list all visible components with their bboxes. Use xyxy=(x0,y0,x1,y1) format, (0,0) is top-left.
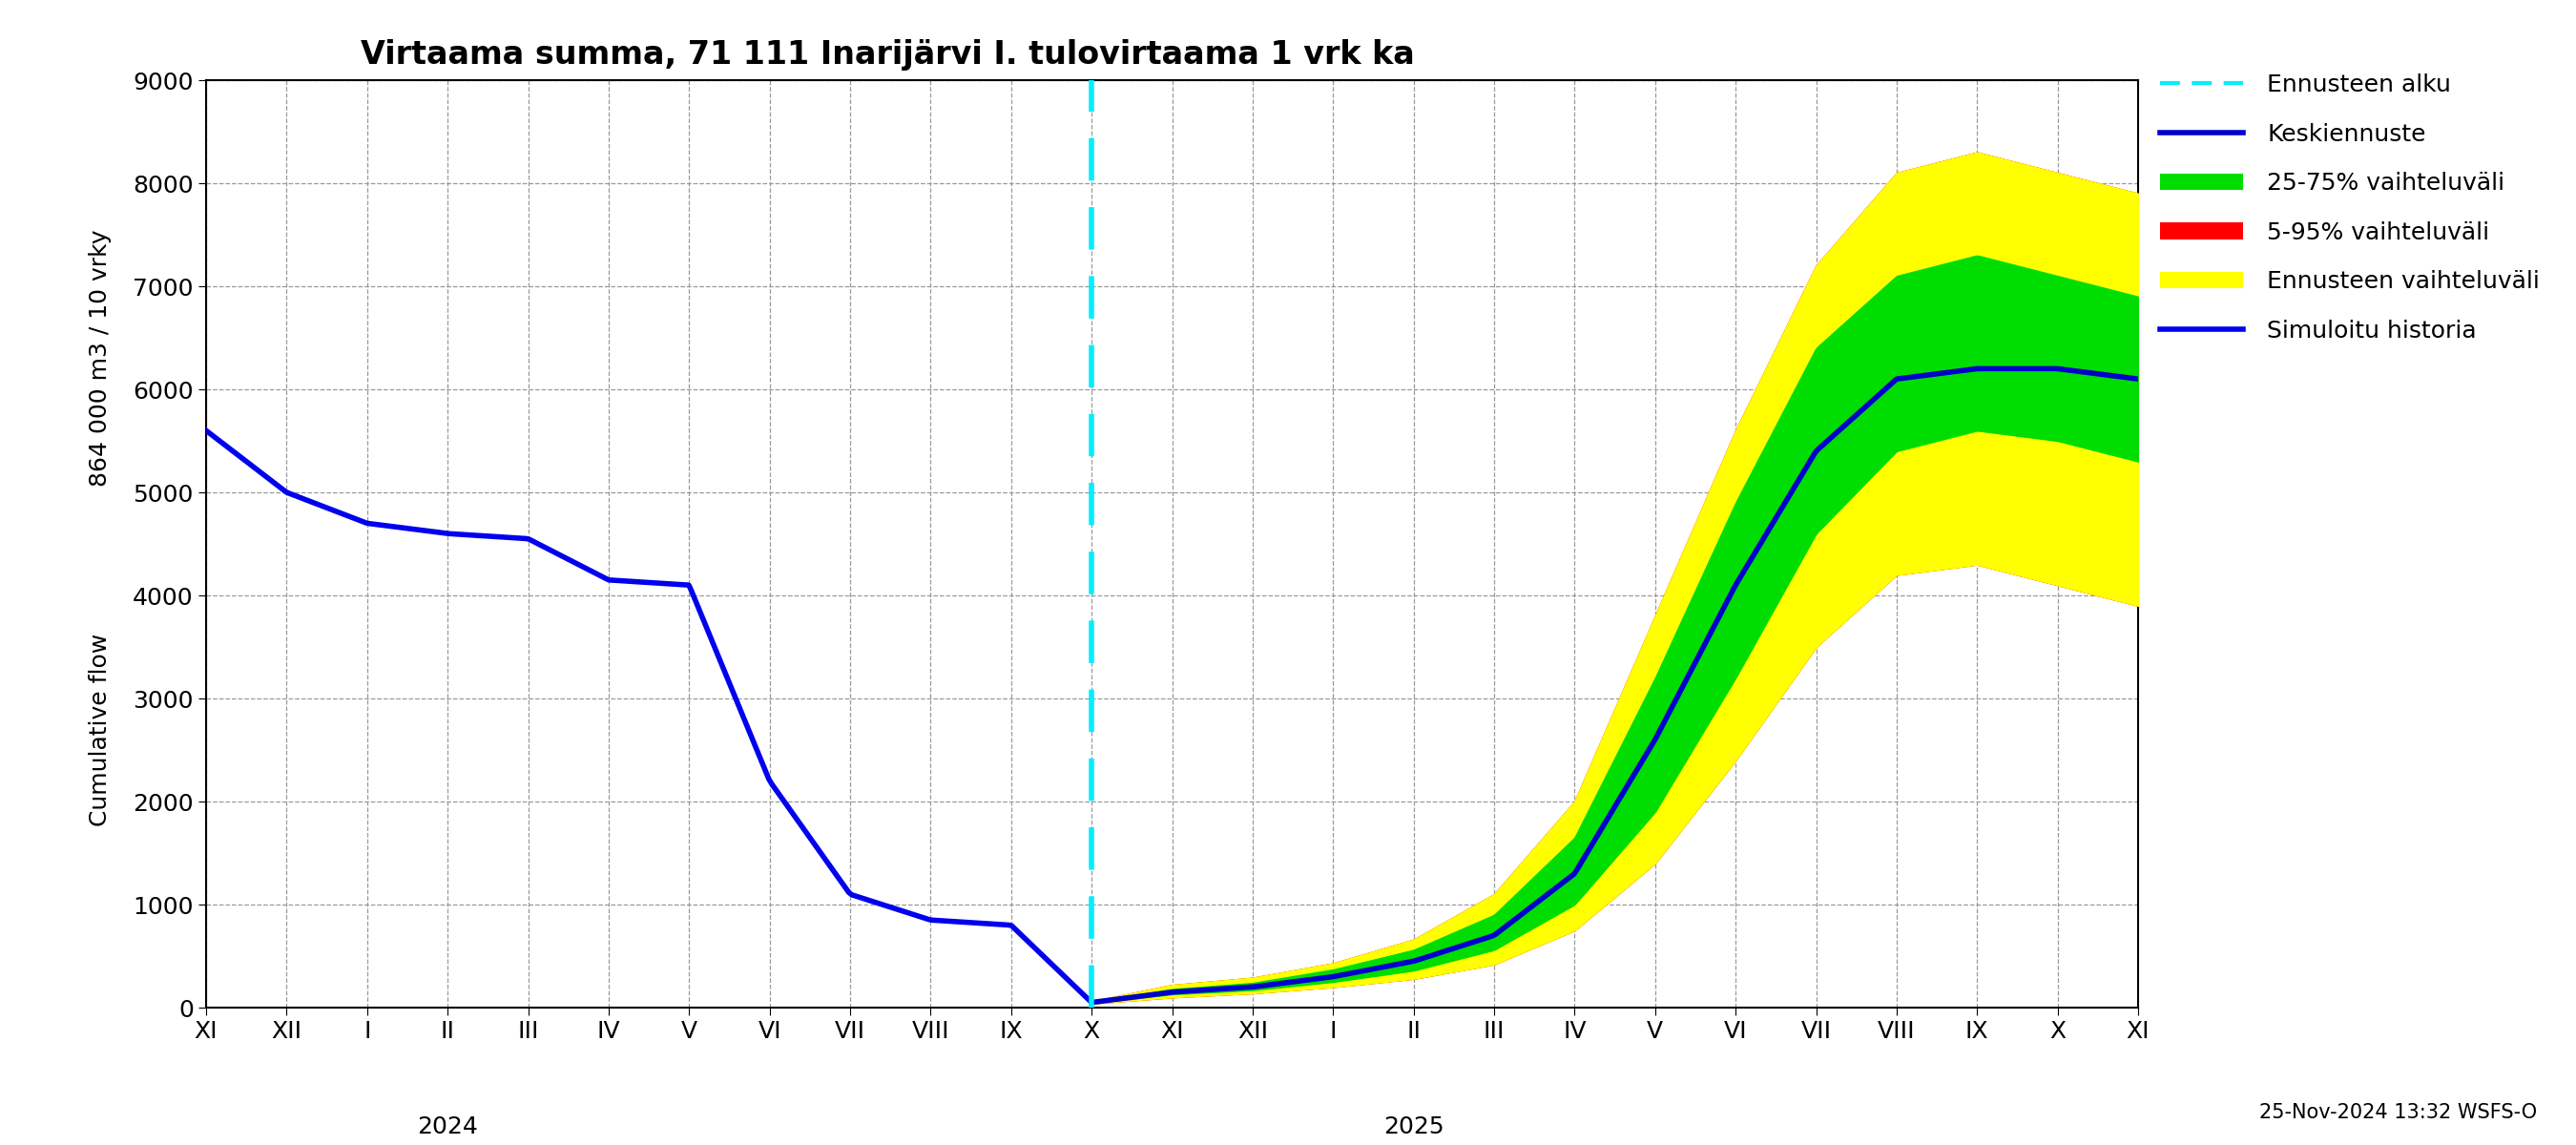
Text: 2025: 2025 xyxy=(1383,1115,1445,1138)
Text: 2024: 2024 xyxy=(417,1115,479,1138)
Text: 864 000 m3 / 10 vrky: 864 000 m3 / 10 vrky xyxy=(88,230,111,487)
Legend: Ennusteen alku, Keskiennuste, 25-75% vaihteluväli, 5-95% vaihteluväli, Ennusteen: Ennusteen alku, Keskiennuste, 25-75% vai… xyxy=(2159,73,2540,342)
Text: Virtaama summa, 71 111 Inarijärvi I. tulovirtaama 1 vrk ka: Virtaama summa, 71 111 Inarijärvi I. tul… xyxy=(361,39,1414,71)
Text: 25-Nov-2024 13:32 WSFS-O: 25-Nov-2024 13:32 WSFS-O xyxy=(2259,1103,2537,1122)
Text: Cumulative flow: Cumulative flow xyxy=(88,633,111,826)
